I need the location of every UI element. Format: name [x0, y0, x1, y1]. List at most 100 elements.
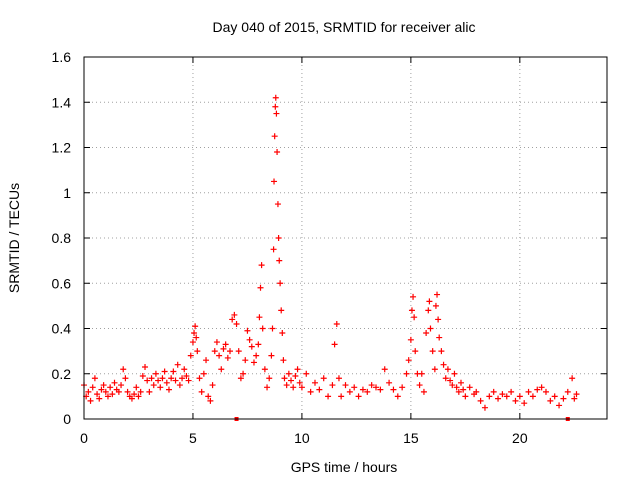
- data-point: [220, 345, 227, 352]
- chart-title: Day 040 of 2015, SRMTID for receiver ali…: [213, 19, 476, 35]
- x-tick-label: 20: [512, 430, 528, 446]
- y-tick-label: 1.2: [52, 140, 72, 156]
- data-point: [274, 201, 281, 208]
- data-point: [542, 388, 549, 395]
- data-point: [163, 379, 170, 386]
- data-point: [183, 373, 190, 380]
- data-point: [85, 388, 92, 395]
- y-tick-label: 0.8: [52, 230, 72, 246]
- data-point: [137, 388, 144, 395]
- y-tick-label: 0.2: [52, 366, 72, 382]
- data-point: [237, 375, 244, 382]
- data-point: [100, 382, 107, 389]
- data-point: [477, 397, 484, 404]
- data-point: [495, 395, 502, 402]
- x-tick-label: 0: [80, 430, 88, 446]
- y-tick-label: 0.6: [52, 275, 72, 291]
- data-point: [431, 366, 438, 373]
- data-point: [165, 386, 172, 393]
- data-point: [281, 375, 288, 382]
- data-point: [420, 388, 427, 395]
- data-point: [377, 386, 384, 393]
- data-point: [107, 384, 114, 391]
- data-point: [457, 379, 464, 386]
- data-point: [222, 341, 229, 348]
- data-point: [198, 388, 205, 395]
- data-point: [255, 341, 262, 348]
- data-point: [118, 382, 125, 389]
- data-point: [564, 388, 571, 395]
- data-point: [142, 363, 149, 370]
- data-point: [405, 357, 412, 364]
- data-point: [196, 375, 203, 382]
- data-point: [569, 375, 576, 382]
- data-point: [161, 368, 168, 375]
- grid-lines: [84, 57, 607, 419]
- data-point: [91, 375, 98, 382]
- data-point: [355, 393, 362, 400]
- data-point: [410, 293, 417, 300]
- y-tick-label: 0: [63, 411, 71, 427]
- data-point: [213, 339, 220, 346]
- data-point: [229, 316, 236, 323]
- y-tick-label: 1.6: [52, 49, 72, 65]
- data-point: [440, 361, 447, 368]
- data-point: [342, 382, 349, 389]
- data-point: [250, 359, 257, 366]
- data-point: [307, 388, 314, 395]
- data-point: [148, 375, 155, 382]
- data-point: [547, 397, 554, 404]
- data-point: [460, 386, 467, 393]
- data-point: [174, 361, 181, 368]
- data-point: [98, 386, 105, 393]
- data-point: [473, 388, 480, 395]
- data-point: [87, 397, 94, 404]
- data-point: [333, 320, 340, 327]
- y-axis-label: SRMTID / TECUs: [6, 183, 22, 293]
- data-point: [329, 382, 336, 389]
- data-points: [81, 94, 580, 411]
- data-point: [425, 307, 432, 314]
- data-point: [187, 352, 194, 359]
- data-point: [538, 384, 545, 391]
- data-point: [268, 352, 275, 359]
- data-point: [253, 352, 260, 359]
- data-point: [124, 388, 131, 395]
- data-point: [242, 357, 249, 364]
- data-point: [320, 375, 327, 382]
- data-point: [185, 377, 192, 384]
- data-point: [122, 375, 129, 382]
- data-point: [447, 377, 454, 384]
- data-point: [403, 370, 410, 377]
- y-tick-label: 0.4: [52, 321, 72, 337]
- data-point: [338, 393, 345, 400]
- y-tick-label: 1: [63, 185, 71, 201]
- data-point: [159, 375, 166, 382]
- data-point: [246, 336, 253, 343]
- data-point: [516, 393, 523, 400]
- data-point: [279, 330, 286, 337]
- data-point: [203, 357, 210, 364]
- data-point: [373, 384, 380, 391]
- data-point: [259, 325, 266, 332]
- data-point: [331, 341, 338, 348]
- data-point: [270, 246, 277, 253]
- data-point: [335, 375, 342, 382]
- data-point: [444, 366, 451, 373]
- data-point: [89, 384, 96, 391]
- y-tick-labels: 0 0.2 0.4 0.6 0.8 1 1.2 1.4 1.6: [52, 49, 72, 427]
- data-point: [503, 393, 510, 400]
- data-point: [224, 354, 231, 361]
- data-point: [508, 388, 515, 395]
- data-point: [407, 336, 414, 343]
- data-point: [179, 375, 186, 382]
- data-point: [104, 393, 111, 400]
- data-point: [155, 377, 162, 384]
- data-point: [316, 386, 323, 393]
- data-point: [486, 393, 493, 400]
- data-point: [131, 391, 138, 398]
- x-axis-label: GPS time / hours: [291, 459, 398, 475]
- data-point: [172, 377, 179, 384]
- data-point: [426, 298, 433, 305]
